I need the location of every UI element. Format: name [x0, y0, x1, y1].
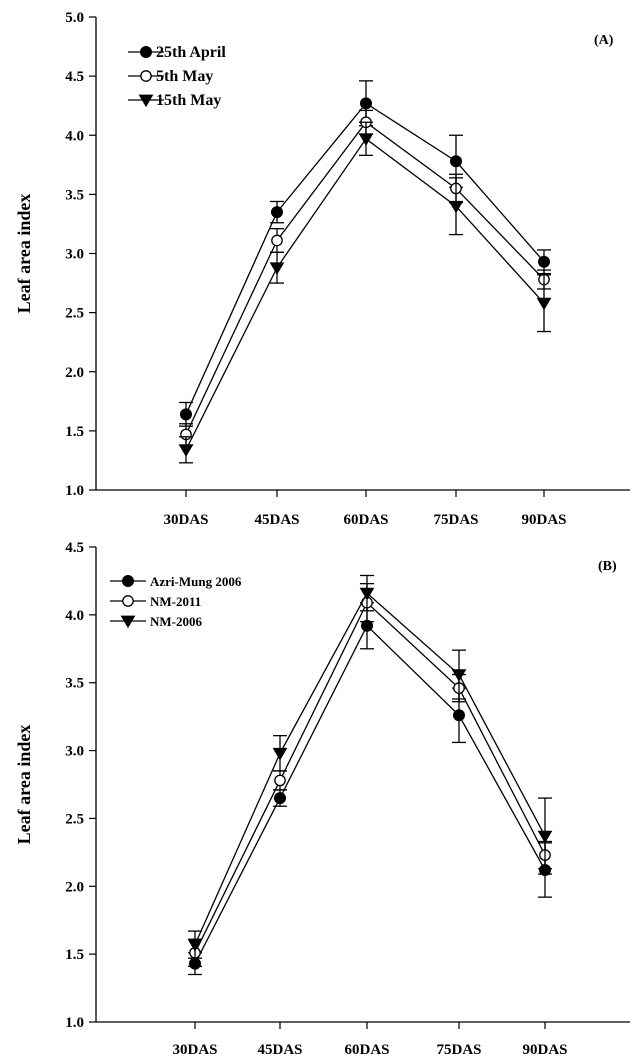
- data-point: [453, 709, 465, 722]
- data-point: [451, 669, 467, 682]
- panel-label: (B): [598, 559, 617, 574]
- y-tick-label: 4.0: [65, 128, 84, 144]
- legend: Azri-Mung 2006 NM-2011 NM-2006: [110, 574, 242, 629]
- x-tick-label: 45DAS: [257, 1042, 302, 1058]
- data-point: [360, 97, 372, 110]
- data-point: [274, 774, 286, 787]
- x-tick-label: 30DAS: [163, 512, 208, 528]
- y-axis-title: Leaf area index: [14, 725, 34, 845]
- panel-label: (A): [594, 33, 614, 48]
- legend-label: 25th April: [156, 44, 226, 61]
- series-2: [178, 121, 552, 464]
- y-tick-label: 1.5: [65, 424, 84, 440]
- y-tick-label: 3.5: [65, 676, 84, 692]
- x-tick-label: 60DAS: [344, 1042, 389, 1058]
- data-point: [536, 297, 552, 311]
- legend-label: NM-2006: [150, 614, 202, 629]
- legend-marker: [138, 94, 154, 108]
- series-1: [179, 109, 551, 446]
- y-tick-label: 1.0: [65, 1015, 84, 1031]
- data-point: [450, 155, 462, 168]
- x-tick-label: 60DAS: [343, 512, 388, 528]
- chart-panel-b: 1.0 1.5 2.0 2.5 3.0 3.5 4.0 4.5 30DAS 45DAS 60DAS 7…: [14, 540, 630, 1058]
- legend-marker: [122, 595, 134, 607]
- y-tick-label: 2.5: [65, 306, 84, 322]
- y-tick-label: 1.0: [65, 483, 84, 499]
- series-2: [187, 574, 553, 959]
- series-line: [194, 592, 546, 945]
- y-tick-label: 2.0: [65, 365, 84, 381]
- series-line: [185, 121, 545, 435]
- y-tick-label: 2.0: [65, 879, 84, 895]
- chart-panel-a: 1.0 1.5 2.0 2.5 3.0 3.5 4.0 4.5 5.0 30DAS 45DAS 60D…: [14, 10, 630, 528]
- x-tick-label: 90DAS: [522, 1042, 567, 1058]
- series-line: [194, 624, 546, 964]
- legend-label: NM-2011: [150, 594, 201, 609]
- data-point: [271, 234, 283, 247]
- legend-label: Azri-Mung 2006: [150, 574, 242, 589]
- series-0: [179, 80, 551, 427]
- y-tick-label: 5.0: [65, 10, 84, 26]
- legend-marker: [120, 615, 136, 629]
- data-point: [537, 830, 553, 844]
- y-tick-label: 3.0: [65, 247, 84, 263]
- data-point: [269, 262, 285, 275]
- series-line: [194, 601, 546, 954]
- x-tick-label: 30DAS: [172, 1042, 217, 1058]
- y-tick-label: 4.5: [65, 540, 84, 556]
- y-axis-title: Leaf area index: [14, 194, 34, 314]
- series-1: [188, 582, 552, 968]
- x-tick-label: 75DAS: [436, 1042, 481, 1058]
- legend: 25th April 5th May 15th May: [128, 44, 226, 109]
- legend-marker: [140, 70, 152, 82]
- series-line: [185, 102, 545, 415]
- y-tick-label: 4.5: [65, 69, 84, 85]
- data-point: [358, 133, 374, 146]
- legend-label: 15th May: [156, 92, 221, 109]
- data-point: [274, 792, 286, 805]
- y-tick-label: 4.0: [65, 608, 84, 624]
- data-point: [272, 747, 288, 761]
- x-tick-label: 90DAS: [521, 512, 566, 528]
- y-tick-label: 3.5: [65, 187, 84, 203]
- data-point: [448, 200, 464, 214]
- legend-marker: [140, 46, 152, 58]
- x-tick-label: 75DAS: [433, 512, 478, 528]
- x-tick-label: 45DAS: [254, 512, 299, 528]
- legend-label: 5th May: [156, 68, 213, 85]
- data-point: [178, 444, 194, 457]
- y-tick-label: 2.5: [65, 811, 84, 827]
- series-0: [188, 601, 552, 976]
- y-tick-label: 1.5: [65, 947, 84, 963]
- data-point: [271, 206, 283, 219]
- data-point: [538, 255, 550, 268]
- data-point: [359, 587, 375, 601]
- y-tick-label: 3.0: [65, 744, 84, 760]
- data-point: [187, 939, 203, 952]
- data-point: [180, 408, 192, 421]
- legend-marker: [122, 575, 134, 587]
